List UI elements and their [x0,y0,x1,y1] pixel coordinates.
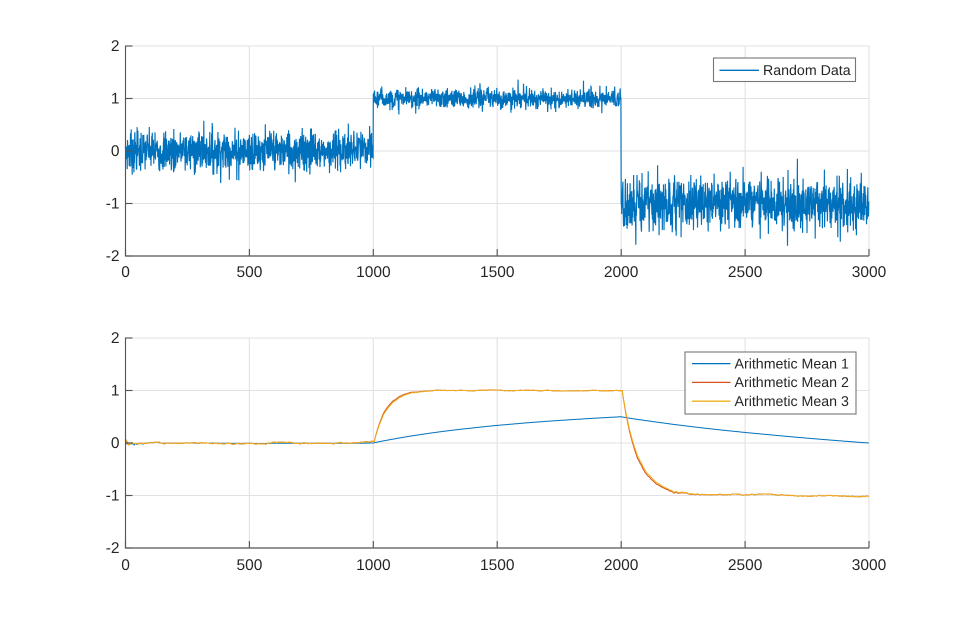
svg-text:Arithmetic Mean 3: Arithmetic Mean 3 [735,393,849,409]
svg-text:Arithmetic Mean 1: Arithmetic Mean 1 [735,356,849,372]
svg-text:1000: 1000 [356,556,390,574]
svg-text:2: 2 [111,329,120,347]
svg-text:2000: 2000 [604,556,638,574]
svg-text:3000: 3000 [852,263,886,281]
svg-text:2500: 2500 [728,263,762,281]
svg-text:0: 0 [121,556,130,574]
svg-text:500: 500 [236,556,262,574]
svg-text:0: 0 [111,142,120,160]
svg-text:0: 0 [121,263,130,281]
svg-text:2: 2 [111,37,120,55]
svg-text:-2: -2 [106,247,120,265]
svg-text:3000: 3000 [852,556,886,574]
svg-text:-1: -1 [106,195,120,213]
svg-text:1500: 1500 [480,263,514,281]
svg-text:1500: 1500 [480,556,514,574]
svg-text:500: 500 [236,263,262,281]
svg-text:2500: 2500 [728,556,762,574]
svg-text:Arithmetic Mean 2: Arithmetic Mean 2 [735,375,849,391]
svg-text:0: 0 [111,434,120,452]
svg-text:Random Data: Random Data [763,63,851,79]
svg-text:-1: -1 [106,487,120,505]
svg-text:1: 1 [111,382,120,400]
svg-text:-2: -2 [106,539,120,557]
svg-text:1000: 1000 [356,263,390,281]
svg-text:1: 1 [111,90,120,108]
svg-text:2000: 2000 [604,263,638,281]
